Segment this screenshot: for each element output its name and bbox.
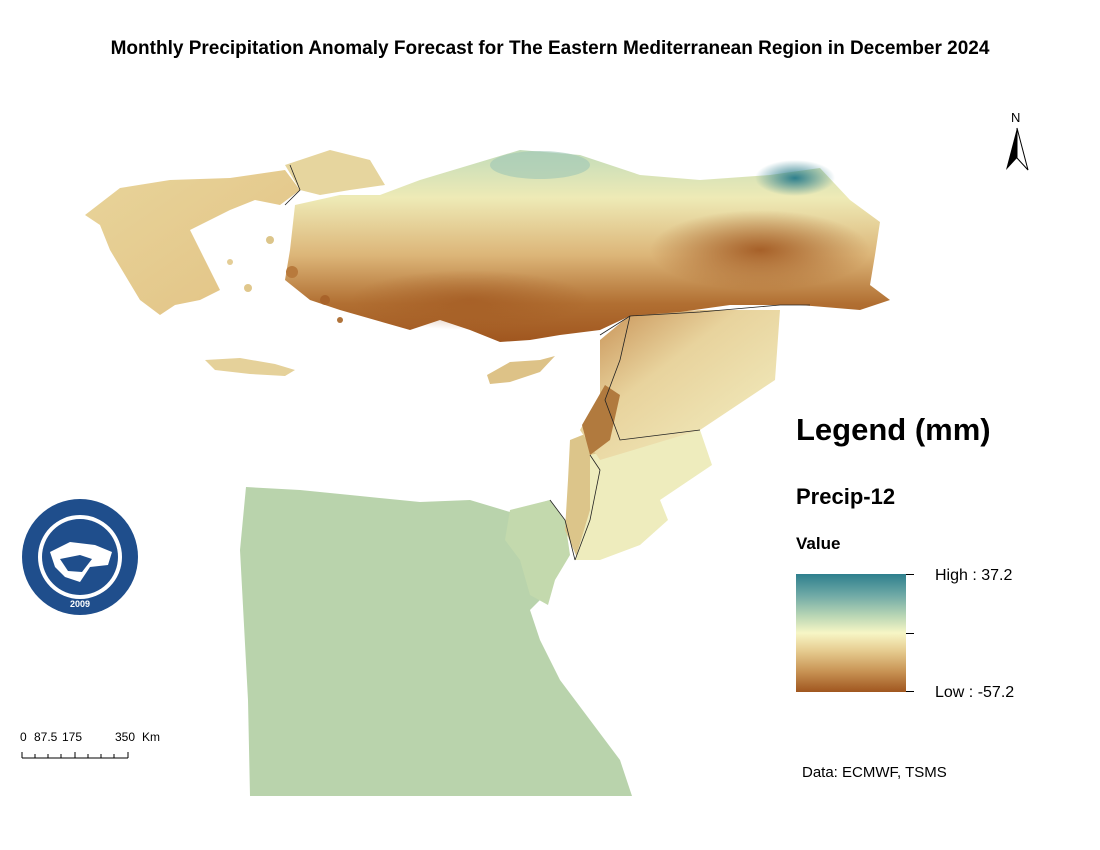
scale-label-1: 87.5 xyxy=(34,730,58,744)
map-title: Monthly Precipitation Anomaly Forecast f… xyxy=(110,38,990,59)
scale-label-3: 350 xyxy=(115,730,136,744)
sinai-region xyxy=(505,500,570,605)
jordan-region xyxy=(575,430,712,560)
legend-tick-low xyxy=(906,691,914,692)
emcc-logo: 2009 xyxy=(22,499,138,615)
thrace-region xyxy=(285,150,385,195)
scale-label-unit: Km xyxy=(142,730,160,744)
legend-layer-name: Precip-12 xyxy=(796,484,896,509)
greece-region xyxy=(85,170,300,315)
legend-title: Legend (mm) xyxy=(796,412,991,447)
scale-label-0: 0 xyxy=(20,730,27,744)
scale-bar xyxy=(21,752,129,759)
crete-island xyxy=(205,358,295,376)
syria-region xyxy=(580,310,780,460)
legend-low-label: Low : -57.2 xyxy=(935,684,1015,701)
logo-year: 2009 xyxy=(70,599,90,609)
legend-tick-high xyxy=(906,574,914,575)
cyprus-island xyxy=(487,356,555,384)
scale-label-2: 175 xyxy=(62,730,83,744)
legend-tick-mid xyxy=(906,633,914,634)
lebanon-region xyxy=(582,385,620,455)
legend-color-ramp xyxy=(796,574,906,692)
north-label: N xyxy=(1011,110,1021,125)
north-arrow-icon xyxy=(1006,127,1029,171)
legend-high-label: High : 37.2 xyxy=(935,567,1013,584)
legend-field-name: Value xyxy=(796,534,841,553)
data-source: Data: ECMWF, TSMS xyxy=(802,764,947,781)
